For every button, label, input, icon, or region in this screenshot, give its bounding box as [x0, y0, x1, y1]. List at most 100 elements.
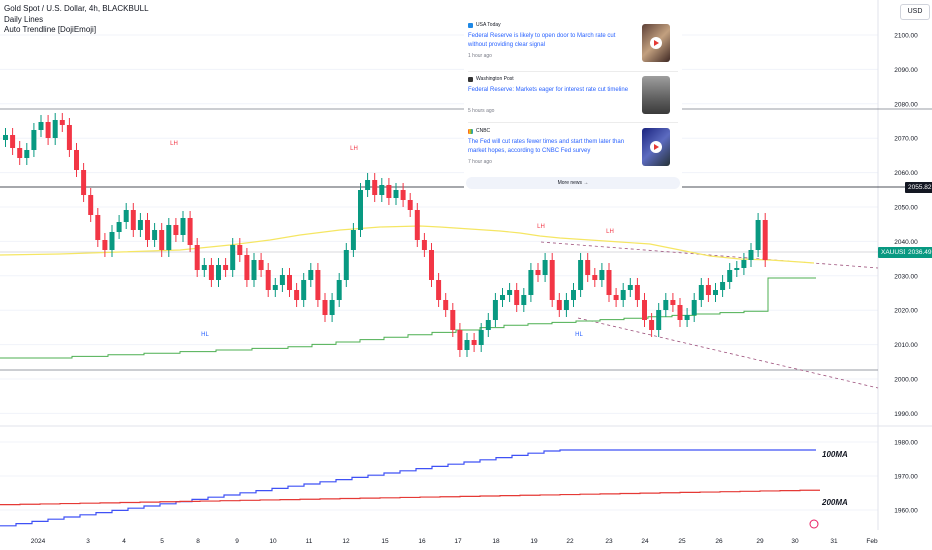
candle: [414, 210, 420, 240]
news-source: Washington Post: [476, 76, 514, 82]
candle: [116, 222, 122, 232]
news-source: USA Today: [476, 22, 501, 28]
candle: [123, 210, 129, 222]
news-thumbnail[interactable]: [642, 76, 670, 114]
time-tick: 25: [678, 538, 686, 545]
price-tick: 2070.00: [894, 136, 918, 143]
candle: [393, 190, 399, 198]
candle: [95, 215, 101, 240]
price-tick: 2030.00: [894, 273, 918, 280]
ma100-line: [0, 449, 816, 527]
candle: [194, 245, 200, 270]
candle: [556, 300, 562, 310]
candle: [216, 265, 221, 280]
currency-button[interactable]: USD: [900, 4, 930, 20]
time-tick: 15: [381, 538, 389, 545]
candle: [620, 290, 626, 300]
candle: [684, 315, 690, 320]
more-news-button[interactable]: More news →: [466, 177, 680, 189]
price-tick: 2090.00: [894, 67, 918, 74]
time-tick: 8: [196, 538, 200, 545]
news-time: 1 hour ago: [468, 53, 492, 59]
news-item[interactable]: CNBC The Fed will cut rates fewer times …: [468, 128, 678, 165]
candle: [500, 295, 505, 300]
lightning-icon: [809, 519, 819, 529]
candle: [713, 290, 718, 295]
candle: [464, 340, 470, 350]
candle: [421, 240, 427, 250]
candle: [59, 120, 65, 125]
candle: [677, 305, 683, 320]
arrow-right-icon: →: [583, 180, 589, 186]
candle: [663, 300, 669, 310]
candle: [471, 340, 477, 345]
candle: [287, 275, 292, 290]
time-tick: 4: [122, 538, 126, 545]
candle: [152, 230, 158, 240]
cnbc-icon: [468, 128, 473, 134]
price-tick: 1990.00: [894, 411, 918, 418]
symbol-badge[interactable]: XAUUSD: [878, 247, 912, 258]
candle: [187, 218, 193, 245]
news-headline[interactable]: Federal Reserve: Markets eager for inter…: [468, 87, 629, 93]
time-tick: Feb: [866, 538, 878, 545]
green-line: [0, 277, 816, 359]
current-price-label: 2036.49: [905, 247, 932, 258]
news-headline[interactable]: Federal Reserve is likely to open door t…: [468, 33, 616, 48]
play-icon: [650, 37, 662, 49]
indicator-daily-lines[interactable]: Daily Lines: [4, 14, 44, 24]
news-source: CNBC: [476, 128, 491, 134]
candle: [223, 265, 229, 270]
price-tick: 2100.00: [894, 33, 918, 40]
candle: [180, 218, 186, 235]
time-tick: 24: [641, 538, 649, 545]
price-tick: 2040.00: [894, 239, 918, 246]
candle: [542, 260, 548, 275]
time-tick: 10: [269, 538, 277, 545]
candle: [336, 280, 342, 300]
price-tick: 2060.00: [894, 170, 918, 177]
ma200-line: [0, 489, 820, 506]
candle: [322, 300, 328, 315]
price-tick: 1980.00: [894, 440, 918, 447]
candle: [514, 290, 520, 305]
news-thumbnail[interactable]: [642, 24, 670, 62]
news-item[interactable]: USA Today Federal Reserve is likely to o…: [468, 22, 678, 59]
candle: [720, 282, 726, 290]
candle: [10, 135, 16, 148]
candle: [436, 280, 442, 300]
candle: [400, 190, 406, 200]
candle: [365, 180, 371, 190]
candle: [613, 295, 619, 300]
candle: [457, 330, 463, 350]
news-thumbnail[interactable]: [642, 128, 670, 166]
chart-labels: LH LH LH LH HL HL 100MA 200MA: [170, 141, 848, 529]
news-item[interactable]: Washington Post Federal Reserve: Markets…: [468, 76, 678, 114]
candle: [762, 220, 768, 260]
time-tick: 22: [566, 538, 574, 545]
candle: [727, 270, 733, 282]
candle: [88, 195, 94, 215]
news-headline[interactable]: The Fed will cut rates fewer times and s…: [468, 139, 625, 154]
candle: [698, 285, 704, 300]
candle: [279, 275, 285, 285]
price-tick: 1960.00: [894, 508, 918, 515]
wapo-icon: [468, 76, 473, 82]
candle: [237, 245, 243, 255]
candle: [429, 250, 434, 280]
candle: [244, 255, 250, 280]
indicator-auto-trendline[interactable]: Auto Trendline [DojiEmoji]: [4, 25, 97, 34]
candle: [17, 148, 23, 158]
yellow-line: [0, 225, 815, 264]
time-tick: 31: [830, 538, 838, 545]
trendline-upper: [540, 241, 879, 269]
candle: [24, 150, 30, 158]
candle: [159, 230, 165, 250]
price-tick: 2080.00: [894, 101, 918, 108]
candle: [265, 270, 271, 290]
candle: [74, 150, 79, 170]
symbol-title[interactable]: Gold Spot / U.S. Dollar, 4h, BLACKBULL: [4, 4, 149, 13]
usatoday-icon: [468, 22, 473, 28]
candle: [705, 285, 711, 295]
